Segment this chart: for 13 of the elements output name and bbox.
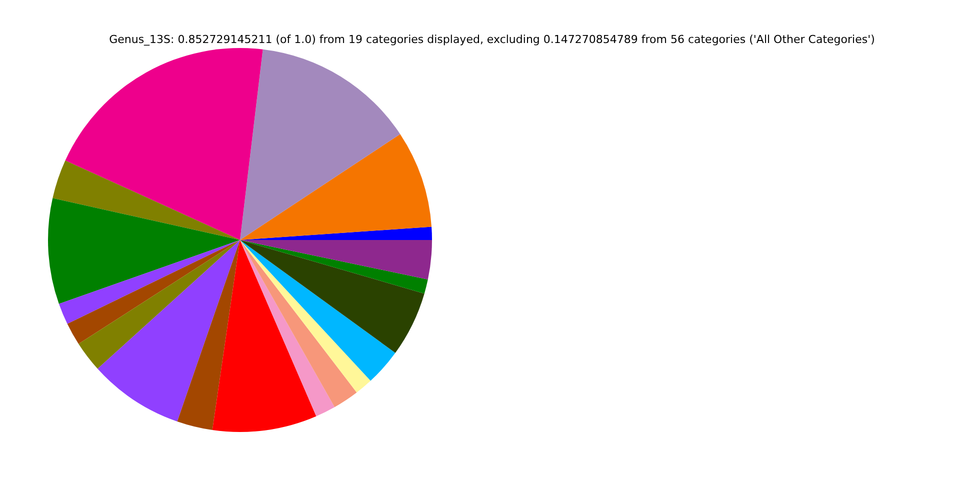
pie-slice <box>240 240 428 294</box>
text: Genus_13S: 0.852729145211 (of 1.0) from 19 categories displayed, excluding 0.147270854789 from 56 categories ('All Other Categories') <box>109 33 875 46</box>
pie-slice <box>240 240 424 353</box>
pie-slice <box>240 240 357 408</box>
pie-slice <box>240 134 432 240</box>
pie-slice <box>48 198 240 304</box>
pie-slice <box>240 240 432 280</box>
pie-slice <box>240 240 396 381</box>
pie-slice <box>240 49 400 240</box>
pie-slice <box>65 48 263 240</box>
pie-slice <box>240 240 371 392</box>
pie-slice <box>212 240 316 432</box>
pie-slice <box>240 240 335 416</box>
